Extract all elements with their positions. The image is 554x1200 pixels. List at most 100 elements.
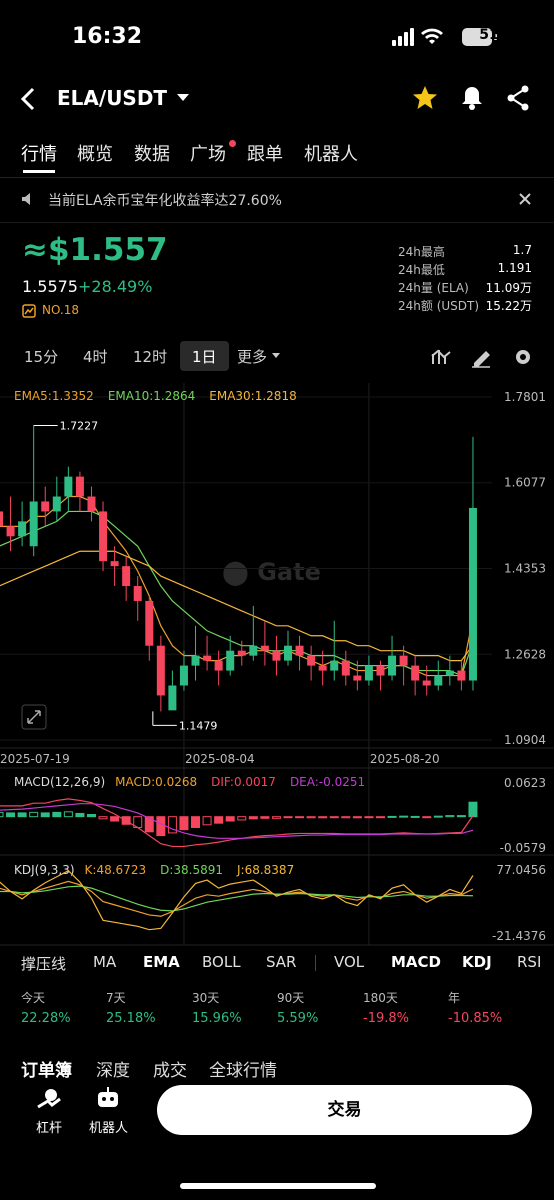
candle-body xyxy=(87,496,96,512)
macd-bar xyxy=(295,816,305,819)
interval[interactable]: 15分 xyxy=(24,348,59,366)
watermark: ⬤ Gate xyxy=(222,558,321,586)
y-tick-label: 1.0904 xyxy=(504,733,546,747)
expand-button[interactable] xyxy=(21,704,47,730)
macd-bar xyxy=(121,816,131,825)
section-tab[interactable]: 深度 xyxy=(96,1061,130,1081)
perf-label: 30天 xyxy=(192,991,220,1005)
divider xyxy=(0,177,554,178)
perf-value: 15.96% xyxy=(192,1011,242,1026)
interval[interactable]: 更多 xyxy=(237,348,268,366)
alert-bell[interactable] xyxy=(460,85,484,111)
macd-bar xyxy=(86,814,96,818)
macd-bar xyxy=(387,815,397,818)
robot-icon xyxy=(98,1087,118,1107)
indicator-tab[interactable]: MA xyxy=(93,953,117,971)
candle-body xyxy=(422,680,431,686)
indicator-line xyxy=(0,803,474,839)
macd-bar xyxy=(352,816,362,819)
candle-body xyxy=(330,660,339,671)
perf-label: 180天 xyxy=(363,991,398,1005)
candle-body xyxy=(29,501,38,547)
y-tick-label: 1.7801 xyxy=(504,390,546,404)
rank-icon xyxy=(22,304,36,318)
indicator-tab[interactable]: BOLL xyxy=(202,953,241,971)
perf-value: -19.8% xyxy=(363,1011,409,1026)
y-tick-label: 0.0623 xyxy=(504,776,546,790)
candle-body xyxy=(99,511,108,562)
indicator-title: MACD(12,26,9) xyxy=(14,775,105,789)
candle-body xyxy=(145,600,154,646)
indicator-line xyxy=(0,510,474,677)
macd-bar xyxy=(52,811,62,818)
indicator-line xyxy=(0,869,474,931)
back-button[interactable] xyxy=(14,84,44,114)
macd-bar xyxy=(133,816,143,829)
favorite-star[interactable] xyxy=(412,85,438,111)
interval-selected-bg xyxy=(180,341,229,371)
macd-bar xyxy=(318,816,328,819)
interval[interactable]: 4时 xyxy=(83,348,108,366)
candle-body xyxy=(260,645,269,651)
candle-body xyxy=(75,476,84,497)
macd-bar xyxy=(214,816,224,824)
indicator-tab[interactable]: VOL xyxy=(334,953,365,971)
candle-body xyxy=(41,501,50,512)
pair-title[interactable]: ELA/USDT xyxy=(57,86,168,110)
indicator-line xyxy=(0,550,474,662)
tab[interactable]: 概览 xyxy=(77,144,113,165)
perf-value: -10.85% xyxy=(448,1011,503,1026)
tab[interactable]: 机器人 xyxy=(304,144,358,165)
candle-body xyxy=(156,645,165,696)
nav-item[interactable]: 机器人 xyxy=(89,1121,129,1136)
leverage-icon xyxy=(37,1089,61,1109)
macd-bar xyxy=(341,816,351,819)
tab[interactable]: 跟单 xyxy=(247,144,283,165)
macd-bar xyxy=(329,816,339,819)
chart-tools[interactable] xyxy=(430,346,540,368)
macd-bar xyxy=(191,816,201,829)
section-tab[interactable]: 成交 xyxy=(153,1061,187,1081)
y-tick-label: 77.0456 xyxy=(496,863,546,877)
legend-entry: EMA5:1.3352 xyxy=(14,389,94,403)
last-price: 1.5575 xyxy=(22,277,78,296)
legend-entry: EMA10:1.2864 xyxy=(108,389,195,403)
indicator-line xyxy=(0,885,473,912)
tab[interactable]: 数据 xyxy=(134,144,170,165)
indicator-tab[interactable]: KDJ xyxy=(462,953,492,971)
notice-close[interactable] xyxy=(518,192,532,206)
legend-entry: DIF:0.0017 xyxy=(211,775,276,789)
candle-body xyxy=(411,665,420,681)
candle-body xyxy=(168,685,177,711)
stat-label: 24h最高 xyxy=(398,245,445,259)
indicator-tab[interactable]: EMA xyxy=(143,953,180,971)
y-tick-label: 1.4353 xyxy=(504,561,546,575)
x-tick-label: 2025-08-20 xyxy=(370,752,440,766)
share-button[interactable] xyxy=(506,85,530,111)
tab[interactable]: 行情 xyxy=(21,144,57,165)
indicator-line xyxy=(0,880,474,917)
legend-entry: K:48.6723 xyxy=(85,863,147,877)
indicator-separator xyxy=(315,955,316,971)
section-tab[interactable]: 订单簿 xyxy=(21,1061,72,1081)
indicator-tab[interactable]: 撑压线 xyxy=(21,955,67,973)
expand-icon xyxy=(27,710,41,724)
macd-bar xyxy=(63,811,73,818)
y-tick-label: 1.2628 xyxy=(504,647,546,661)
y-tick-label: 1.6077 xyxy=(504,476,546,490)
indicator-tab[interactable]: RSI xyxy=(517,953,542,971)
nav-item[interactable]: 杠杆 xyxy=(36,1121,63,1136)
macd-bar xyxy=(364,816,374,819)
indicator-tab[interactable]: SAR xyxy=(266,953,297,971)
candle-body xyxy=(318,665,327,671)
tab[interactable]: 广场 xyxy=(190,144,226,165)
macd-bar xyxy=(237,816,247,821)
pair-dropdown[interactable] xyxy=(176,92,190,104)
indicator-tab[interactable]: MACD xyxy=(391,953,441,971)
interval[interactable]: 12时 xyxy=(133,348,168,366)
trade-button[interactable]: 交易 xyxy=(157,1085,532,1135)
macd-bar xyxy=(468,801,478,818)
section-tab[interactable]: 全球行情 xyxy=(209,1061,277,1081)
notice-text[interactable]: 当前ELA余币宝年化收益率达27.60% xyxy=(48,193,282,209)
interval[interactable]: 1日 xyxy=(192,348,217,366)
